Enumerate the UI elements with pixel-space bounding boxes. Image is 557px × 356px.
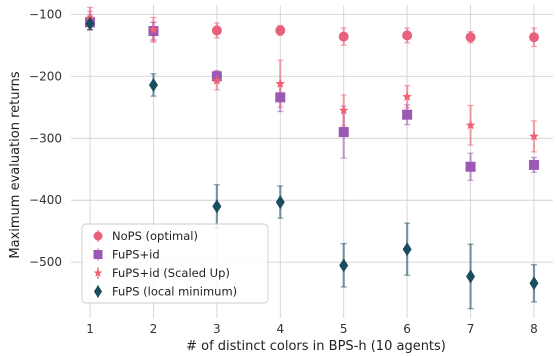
fups-id-scaled-up-point	[148, 24, 159, 34]
fups-local-minimum-point	[148, 77, 158, 92]
legend-frame	[81, 223, 269, 304]
fups-id-scaled-up-point	[275, 78, 286, 88]
fups-local-minimum-point	[466, 269, 476, 284]
x-tick-label: 2	[150, 322, 158, 336]
x-tick-label: 4	[276, 322, 284, 336]
fups-local-minimum-point	[85, 16, 95, 31]
x-tick-label: 3	[213, 322, 221, 336]
legend-marker-fups-id	[93, 250, 103, 259]
nops-optimal-point	[528, 32, 539, 43]
x-tick-label: 5	[340, 322, 348, 336]
fups-id-scaled-up-point	[465, 120, 476, 130]
legend-label-fups-local-minimum: FuPS (local minimum)	[112, 285, 237, 299]
y-tick-label: −500	[29, 255, 62, 269]
grid-layer	[71, 5, 553, 318]
fups-id-point	[338, 127, 349, 138]
fups-id-scaled-up-point	[529, 131, 539, 141]
legend-marker-fups-local-minimum	[93, 285, 103, 298]
y-tick-label: −200	[29, 69, 62, 83]
fups-id-scaled-up-point	[338, 105, 349, 115]
legend-label-fups-id-scaled-up: FuPS+id (Scaled Up)	[112, 266, 230, 280]
fups-id-scaled-up-point	[212, 75, 222, 85]
legend-marker-fups-id-scaled-up	[93, 268, 103, 277]
legend-label-fups-id: FuPS+id	[112, 248, 160, 262]
x-tick-label: 1	[86, 322, 94, 336]
nops-optimal-point	[211, 25, 222, 36]
fups-id-point	[275, 92, 286, 103]
y-tick-label: −300	[29, 131, 62, 145]
fups-id-point	[465, 161, 476, 172]
fups-local-minimum-point	[275, 195, 285, 210]
x-tick-label: 6	[403, 322, 411, 336]
legend: NoPS (optimal) FuPS+id FuPS+id (Scaled Up)…	[81, 223, 269, 304]
legend-label-nops-optimal: NoPS (optimal)	[112, 229, 198, 243]
fups-local-minimum-point	[529, 276, 539, 291]
y-tick-label: −400	[29, 193, 62, 207]
legend-marker-nops-optimal	[93, 231, 103, 241]
y-axis-title: Maximum evaluation returns	[8, 71, 23, 258]
fups-id-point	[402, 109, 413, 120]
x-tick-label: 8	[530, 322, 538, 336]
fups-id-scaled-up-point	[402, 91, 412, 101]
nops-optimal-point	[338, 31, 349, 42]
fups-id-point	[528, 159, 539, 170]
tick-layer: 1 2 3 4 5 6 7 8 −100 −200 −300 −400 −500	[29, 7, 538, 336]
fups-local-minimum-point	[212, 199, 222, 214]
nops-optimal-point	[465, 32, 476, 43]
marker-layer	[85, 13, 539, 291]
nops-optimal-point	[275, 25, 286, 36]
x-axis-title: # of distinct colors in BPS-h (10 agents…	[186, 339, 446, 354]
fups-local-minimum-point	[339, 258, 349, 273]
fups-local-minimum-point	[402, 242, 412, 257]
nops-optimal-point	[402, 30, 413, 41]
y-tick-label: −100	[29, 7, 62, 21]
x-tick-label: 7	[467, 322, 475, 336]
